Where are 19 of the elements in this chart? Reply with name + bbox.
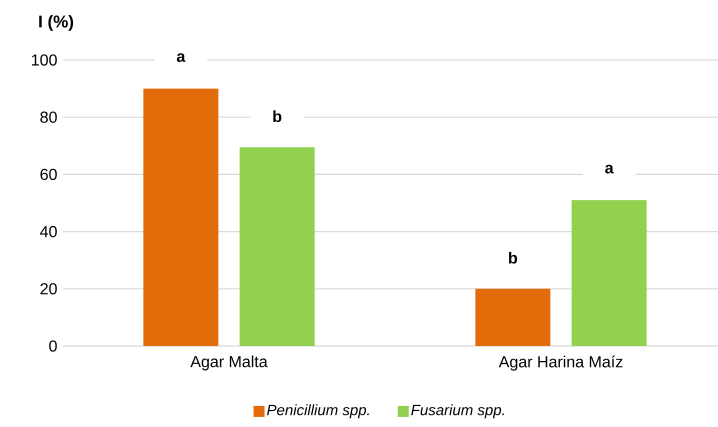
y-axis-title: I (%) [39, 15, 74, 31]
legend-label: Fusarium spp. [411, 404, 504, 418]
data-label: b [509, 252, 518, 264]
y-tick-label: 0 [49, 340, 57, 352]
x-tick-label: Agar Harina Maíz [498, 356, 622, 371]
bar [572, 200, 647, 346]
bar [143, 88, 218, 346]
y-tick-label: 100 [32, 54, 57, 66]
y-tick-label: 40 [40, 226, 57, 238]
y-tick-label: 60 [40, 168, 57, 180]
y-tick-label: 80 [40, 112, 57, 123]
data-label: a [605, 164, 614, 174]
y-tick-label: 20 [40, 283, 57, 294]
data-label: b [273, 110, 282, 122]
x-tick-label: Agar Malta [190, 356, 268, 370]
data-label: a [176, 53, 186, 62]
legend-label: Penicillium spp. [267, 404, 369, 418]
bar [240, 147, 315, 346]
bar [475, 288, 550, 346]
